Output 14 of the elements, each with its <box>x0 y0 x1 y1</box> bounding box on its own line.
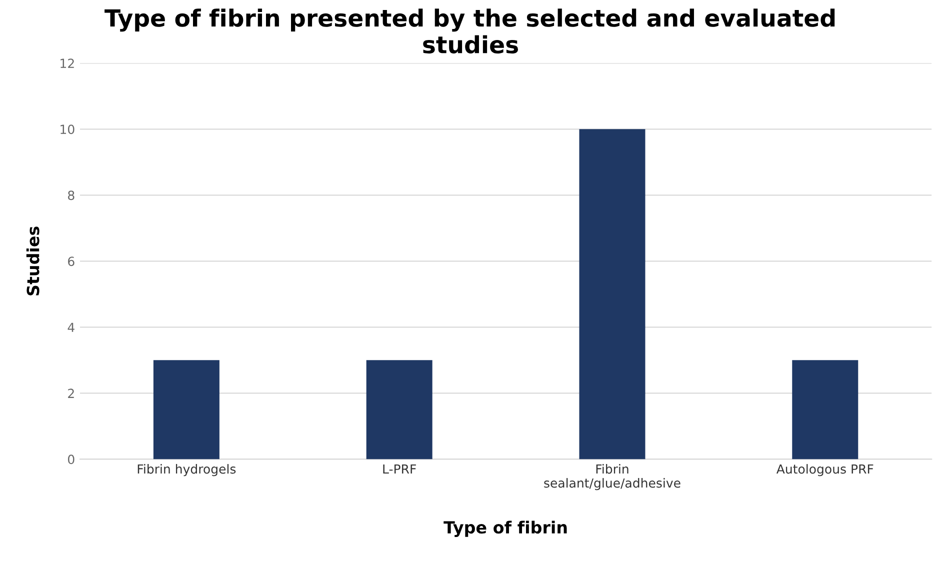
x-tick-label: Autologous PRF <box>776 464 874 476</box>
x-axis-title: Type of fibrin <box>444 520 567 537</box>
x-tick-label: Fibrin hydrogels <box>138 464 236 476</box>
y-tick-label: 4 <box>68 322 74 332</box>
y-axis-title: Studies <box>26 226 40 296</box>
y-tick-label: 6 <box>68 256 74 266</box>
y-tick-label: 12 <box>60 58 74 68</box>
x-tick-label: L-PRF <box>383 464 416 474</box>
y-tick-label: 8 <box>68 190 74 200</box>
y-tick-label: 2 <box>68 388 74 398</box>
chart-title: Type of fibrin presented by the selected and evaluated studies <box>104 8 835 54</box>
y-tick-label: 10 <box>60 124 74 134</box>
y-tick-label: 0 <box>68 454 74 464</box>
x-tick-label: Fibrin sealant/glue/adhesive <box>544 464 680 490</box>
